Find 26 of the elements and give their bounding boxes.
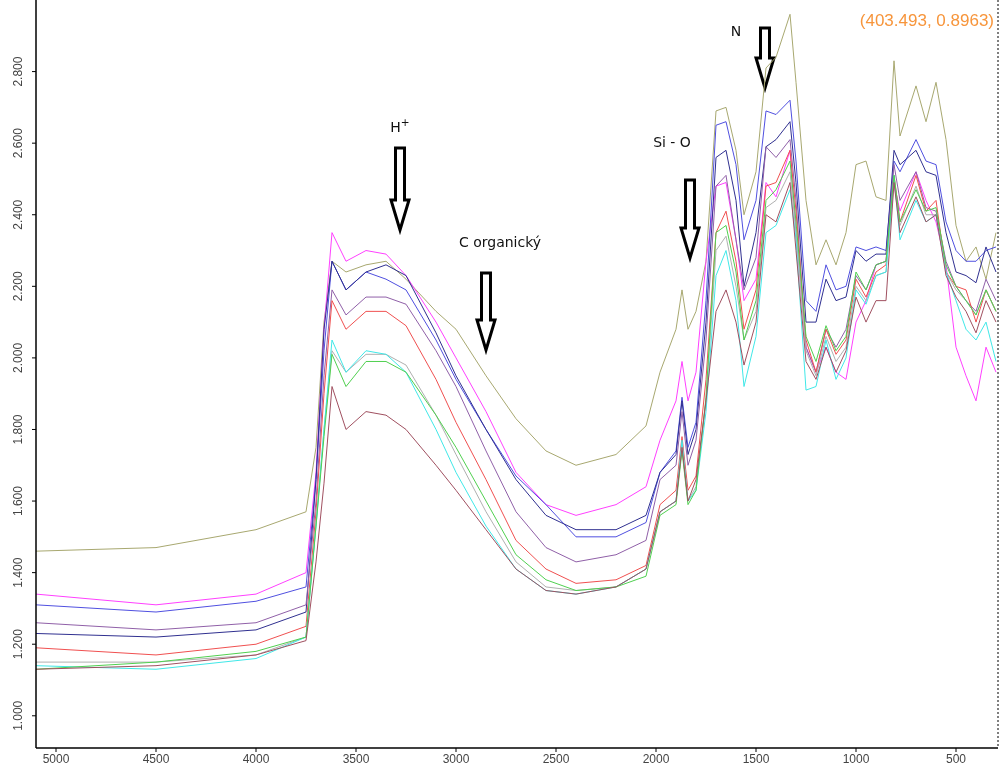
x-tick-label: 5000	[42, 752, 70, 765]
y-tick-label: 2.200	[11, 270, 25, 302]
x-tick-label: 2000	[642, 752, 670, 765]
x-tick-label: 3500	[342, 752, 370, 765]
y-tick-label: 2.800	[11, 56, 25, 87]
annotation: Si - O	[653, 134, 691, 150]
x-tick-label: 3000	[442, 752, 470, 765]
y-tick-label: 1.400	[11, 557, 25, 588]
y-tick-label: 2.600	[11, 127, 25, 159]
x-tick-label: 2500	[542, 752, 570, 765]
y-tick-label: 1.800	[11, 414, 25, 445]
annotation: C organický	[458, 234, 542, 250]
y-tick-label: 2.400	[11, 199, 25, 230]
x-tick-label: 4500	[142, 752, 170, 765]
annotation: (403.493, 0.8963)	[859, 11, 994, 30]
y-tick-label: 2.000	[11, 342, 25, 373]
annotation: N	[730, 23, 742, 39]
x-tick-label: 1000	[842, 752, 870, 765]
y-tick-label: 1.600	[11, 485, 25, 517]
x-tick-label: 1500	[742, 752, 770, 765]
x-tick-label: 500	[945, 752, 967, 765]
x-tick-label: 4000	[242, 752, 270, 765]
y-tick-label: 1.200	[11, 628, 25, 660]
line-series	[36, 13, 997, 552]
y-tick-label: 1.000	[11, 700, 25, 731]
annotation: H$^{+}$	[390, 116, 410, 135]
